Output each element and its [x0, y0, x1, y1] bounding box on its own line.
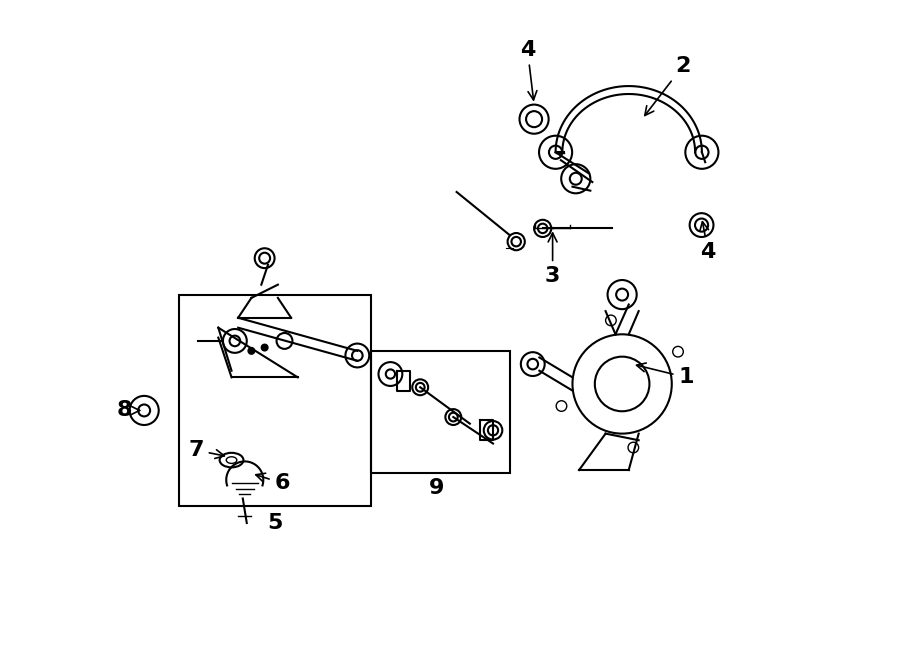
Text: 5: 5 — [267, 513, 283, 533]
Text: 4: 4 — [699, 222, 716, 261]
Text: 8: 8 — [117, 401, 140, 420]
Text: 6: 6 — [256, 473, 290, 493]
Text: 4: 4 — [520, 40, 537, 100]
Text: 7: 7 — [188, 440, 224, 460]
Circle shape — [248, 348, 255, 354]
Text: 3: 3 — [544, 233, 561, 286]
Text: 1: 1 — [636, 363, 694, 387]
Text: 2: 2 — [644, 56, 690, 115]
Circle shape — [261, 344, 268, 351]
Text: 9: 9 — [429, 478, 445, 498]
